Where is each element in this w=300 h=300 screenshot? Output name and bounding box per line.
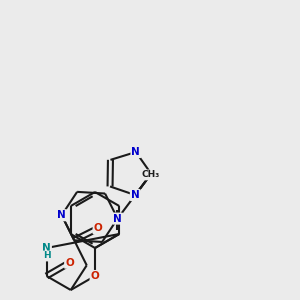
Text: O: O (94, 224, 102, 233)
Text: N: N (42, 243, 51, 253)
Text: N: N (131, 147, 140, 157)
Text: H: H (43, 251, 50, 260)
Text: CH₃: CH₃ (141, 170, 160, 179)
Text: O: O (91, 271, 99, 281)
Text: N: N (57, 210, 66, 220)
Text: N: N (113, 214, 122, 224)
Text: O: O (65, 258, 74, 268)
Text: N: N (131, 190, 140, 200)
